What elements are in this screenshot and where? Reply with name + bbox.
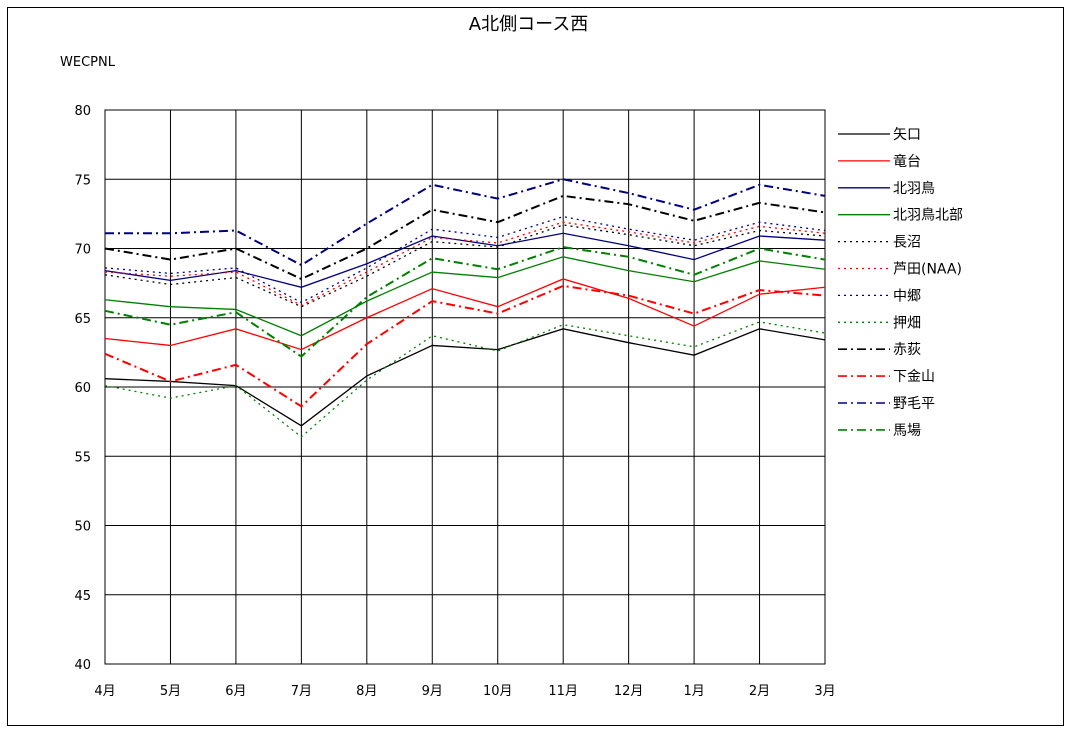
x-tick-label: 11月 — [548, 684, 578, 699]
legend-label-7: 押畑 — [893, 315, 921, 331]
y-tick-label: 60 — [74, 381, 91, 396]
y-tick-label: 50 — [74, 520, 91, 535]
y-tick-label: 75 — [74, 173, 91, 188]
x-tick-label: 10月 — [483, 684, 513, 699]
legend-label-6: 中郷 — [893, 288, 921, 304]
x-tick-label: 6月 — [225, 684, 246, 699]
legend-label-4: 長沼 — [893, 235, 921, 251]
series-line-4 — [104, 224, 826, 308]
series-line-3 — [104, 256, 826, 337]
x-tick-label: 7月 — [291, 684, 312, 699]
y-tick-label: 65 — [74, 312, 91, 327]
x-tick-label: 8月 — [356, 684, 377, 699]
legend-label-2: 北羽鳥 — [893, 181, 935, 197]
series-line-11 — [104, 246, 826, 358]
y-axis-label: WECPNL — [60, 55, 115, 70]
series-line-1 — [104, 278, 826, 351]
x-tick-label: 2月 — [749, 684, 770, 699]
legend-label-1: 竜台 — [893, 153, 921, 170]
series-line-8 — [104, 194, 826, 281]
x-tick-label: 5月 — [160, 684, 181, 699]
series-line-7 — [104, 321, 826, 438]
y-tick-label: 45 — [74, 589, 91, 604]
y-tick-label: 80 — [74, 104, 91, 119]
y-tick-label: 70 — [74, 243, 91, 258]
series-line-5 — [104, 221, 826, 307]
series-line-6 — [104, 215, 826, 304]
y-tick-label: 40 — [74, 658, 91, 673]
series-line-0 — [104, 328, 826, 427]
legend-label-9: 下金山 — [893, 369, 935, 385]
chart-title: A北側コース西 — [468, 14, 589, 35]
legend-label-3: 北羽鳥北部 — [893, 208, 963, 224]
legend-label-0: 矢口 — [893, 127, 921, 143]
x-tick-label: 3月 — [814, 684, 835, 699]
legend-label-5: 芦田(NAA) — [893, 262, 962, 278]
x-tick-label: 9月 — [422, 684, 443, 699]
x-tick-label: 4月 — [94, 684, 115, 699]
series-line-10 — [105, 178, 826, 267]
legend-label-8: 赤荻 — [893, 342, 921, 358]
legend-label-11: 馬場 — [893, 423, 921, 439]
y-tick-label: 55 — [74, 450, 91, 465]
legend-label-10: 野毛平 — [893, 396, 935, 412]
x-tick-label: 12月 — [614, 684, 644, 699]
series-line-9 — [104, 284, 826, 408]
x-tick-label: 1月 — [683, 684, 704, 699]
